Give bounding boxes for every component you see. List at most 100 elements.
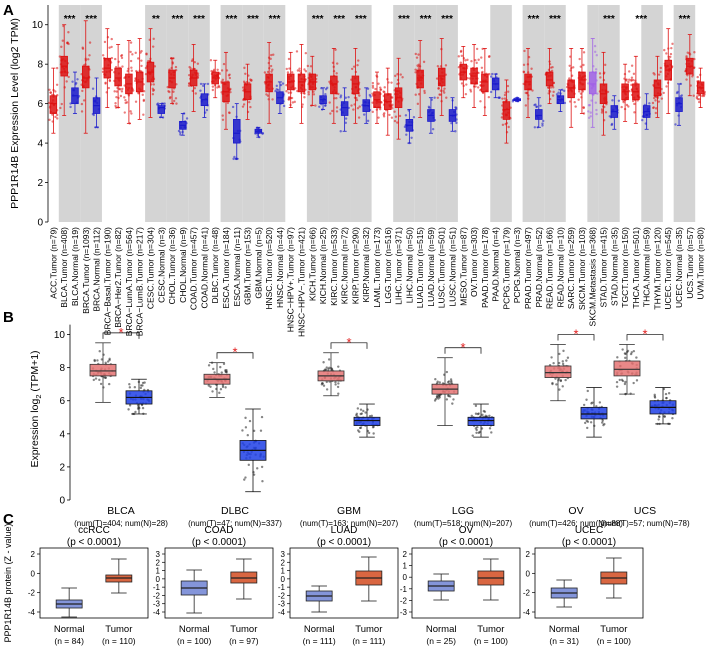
box-a-point <box>390 81 393 84</box>
box-b-tumor-point <box>558 361 561 365</box>
box-a-point <box>698 100 701 104</box>
box-a-point <box>369 95 372 98</box>
box-b-tumor-box <box>613 360 641 377</box>
box-a-point <box>696 75 699 79</box>
significance-marker: *** <box>312 14 324 25</box>
box-b-normal-point <box>140 384 143 387</box>
box-a-point <box>222 62 226 66</box>
x-tick-label: LUAD.Normal (n=59) <box>426 227 436 307</box>
box-b-normal-point <box>475 431 478 435</box>
box-a-point <box>665 52 668 55</box>
box-b-normal-point <box>483 410 487 413</box>
box-a-point <box>437 87 440 90</box>
box-a-point <box>140 49 143 53</box>
x-tick-label: UCEC.Normal (n=35) <box>674 227 684 308</box>
box-a-point <box>151 92 155 96</box>
group-name: DLBC <box>221 505 249 517</box>
box-b-normal-point <box>665 396 668 400</box>
box-a-point <box>552 90 555 94</box>
box-a-point <box>54 115 57 119</box>
subplot-title: UCEC <box>575 525 603 536</box>
box-a-point <box>110 37 113 41</box>
box-a-point <box>67 75 70 79</box>
box-a-point <box>88 41 92 44</box>
box-a-point <box>366 119 370 123</box>
box-a-point <box>216 68 219 71</box>
x-tick-label: HNSC−HPV+.Tumor (n=97) <box>286 227 296 332</box>
box-a-point <box>134 100 138 103</box>
box-b-normal-point <box>671 417 674 420</box>
significance-marker: *** <box>247 14 259 25</box>
box-b-normal-point <box>360 412 363 415</box>
box-a-point <box>595 108 598 112</box>
box-a-point <box>324 103 327 107</box>
box-a-point <box>394 115 398 118</box>
box-a-point <box>229 87 232 91</box>
box-a-point <box>107 86 111 90</box>
box-a-point <box>474 58 477 62</box>
x-count-tumor: (n = 100) <box>597 636 631 646</box>
x-tick-label: SKCM.Tumor (n=103) <box>577 227 587 310</box>
box-a-point <box>61 39 64 42</box>
box-a-point <box>653 96 656 100</box>
box-a-point <box>220 80 223 83</box>
box-a-point <box>104 82 107 85</box>
group-counts: (num(T)=426; num(N)=88) <box>529 519 623 528</box>
box-a-point <box>582 112 586 115</box>
group-name: LGG <box>452 505 474 517</box>
box-a-point <box>241 105 245 108</box>
box-a-point <box>371 84 375 88</box>
box-a-box <box>437 67 446 87</box>
y-tick-label: 0 <box>156 575 161 584</box>
box-a-point <box>269 64 273 68</box>
box-b-normal-point <box>252 429 256 433</box>
box-a-point <box>533 126 537 129</box>
box-a-point <box>417 67 420 71</box>
box-a-point <box>123 111 126 114</box>
box-a-point <box>500 116 504 119</box>
box-b-normal-point <box>359 408 363 411</box>
significance-marker: *** <box>172 14 184 25</box>
box-a-point <box>314 104 317 107</box>
box-a-point <box>582 51 586 54</box>
box-a-point <box>358 94 361 97</box>
box-a-point <box>523 49 526 53</box>
box-a-point <box>356 63 359 67</box>
box-a-point <box>227 111 231 114</box>
group-counts: (num(T)=47; num(N)=337) <box>188 519 282 528</box>
x-tick-label: BRCA.Normal (n=112) <box>92 227 102 312</box>
box-a-point <box>555 93 559 96</box>
panel-label-b: B <box>3 309 14 326</box>
box-b-normal-point <box>364 411 367 414</box>
box-b-tumor-point <box>561 362 565 366</box>
box-a-point <box>129 59 133 63</box>
y-tick-label: 0 <box>526 569 531 578</box>
box-b-tumor-point <box>434 378 437 381</box>
x-tick-label: BRCA−Her2.Tumor (n=82) <box>113 227 123 328</box>
box-b-tumor-point <box>629 352 633 356</box>
box-a-point <box>507 90 510 93</box>
box-a-point <box>325 86 329 90</box>
box-a-point <box>414 93 417 96</box>
box-a-point <box>221 118 225 121</box>
significance-bracket <box>102 332 140 339</box>
x-tick-label: GBM.Tumor (n=153) <box>243 227 253 305</box>
box-a-point <box>594 50 597 54</box>
box-a-point <box>487 55 491 59</box>
box-a-point <box>120 54 124 57</box>
box-a-point <box>630 83 633 87</box>
shaded-band <box>306 5 329 222</box>
box-b-tumor-point <box>224 369 227 372</box>
box-b-tumor-point <box>434 397 438 401</box>
box-a-point <box>398 114 402 118</box>
box-a-point <box>142 99 145 103</box>
box-a-point <box>298 69 301 73</box>
x-tick-label: LUAD.Tumor (n=515) <box>415 227 425 308</box>
box-a-point <box>377 116 380 119</box>
box-a-point <box>574 105 577 108</box>
group-counts: (num(T)=518; num(N)=207) <box>414 519 513 528</box>
significance-marker: *** <box>528 14 540 25</box>
box-b-normal-point <box>141 406 145 410</box>
y-tick-label: 6 <box>59 396 65 407</box>
y-tick-label: 6 <box>37 99 43 110</box>
